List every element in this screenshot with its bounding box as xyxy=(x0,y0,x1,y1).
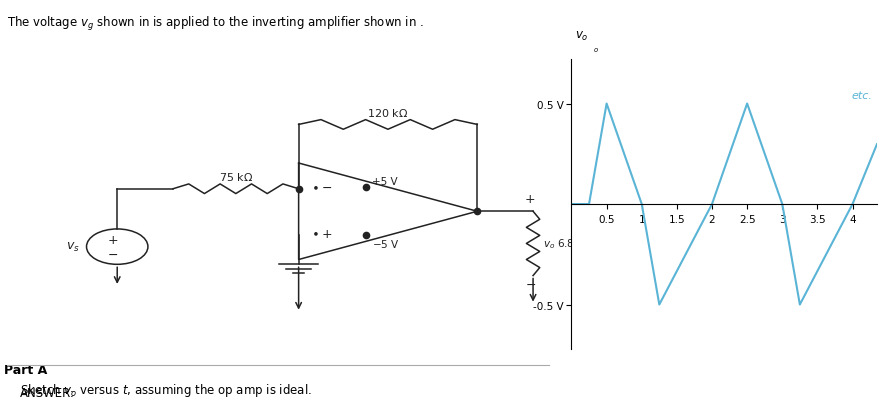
Text: +: + xyxy=(107,233,118,247)
Text: +5 V: +5 V xyxy=(372,176,398,186)
Text: $\bullet-$: $\bullet-$ xyxy=(311,180,332,192)
Text: $v_o$: $v_o$ xyxy=(574,30,588,43)
Text: 120 k$\Omega$: 120 k$\Omega$ xyxy=(368,107,408,119)
Text: etc.: etc. xyxy=(851,90,872,100)
Text: $v_o$ 6.8 k$\Omega$: $v_o$ 6.8 k$\Omega$ xyxy=(543,237,592,251)
Text: 75 k$\Omega$: 75 k$\Omega$ xyxy=(219,170,253,182)
Text: +: + xyxy=(525,193,535,206)
Text: $\bullet+$: $\bullet+$ xyxy=(311,228,332,241)
Text: $-$: $-$ xyxy=(525,277,536,290)
Text: Part A: Part A xyxy=(4,363,48,376)
Text: $-$: $-$ xyxy=(107,247,119,261)
Text: Sketch $v_o$ versus $t$, assuming the op amp is ideal.: Sketch $v_o$ versus $t$, assuming the op… xyxy=(19,381,311,398)
Text: $-$5 V: $-$5 V xyxy=(372,237,400,249)
Text: $v_s$: $v_s$ xyxy=(66,241,80,253)
Text: The voltage $v_g$ shown in is applied to the inverting amplifier shown in .: The voltage $v_g$ shown in is applied to… xyxy=(7,15,424,33)
Text: ANSWER:: ANSWER: xyxy=(19,386,74,399)
Text: $_o$: $_o$ xyxy=(593,45,599,55)
